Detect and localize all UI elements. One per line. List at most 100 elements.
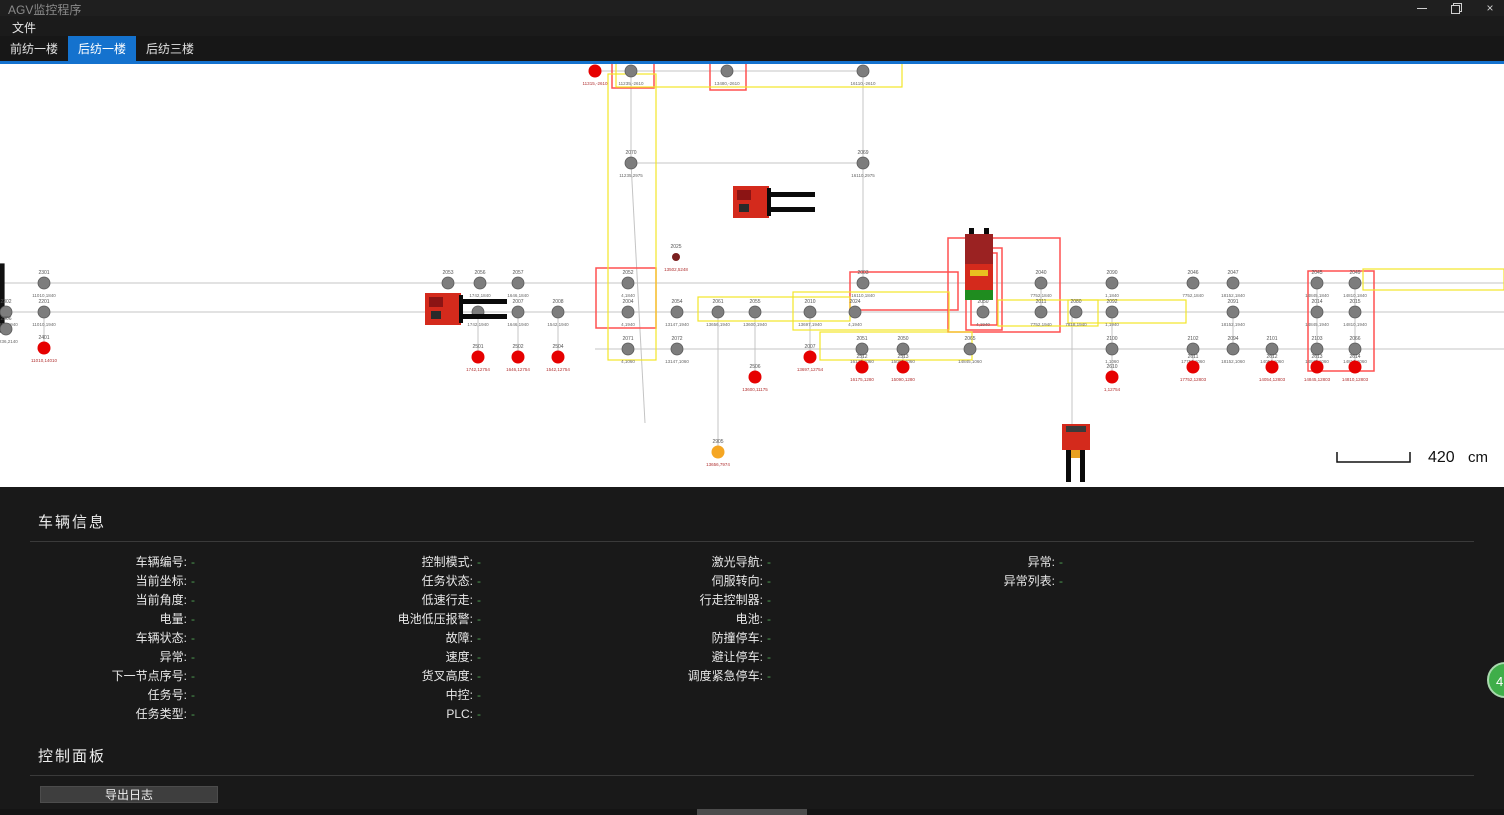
map-node-2069[interactable] bbox=[856, 156, 870, 170]
map-node-2401[interactable] bbox=[37, 341, 51, 355]
map-node-2065[interactable] bbox=[963, 342, 977, 356]
map-node-2101[interactable] bbox=[1265, 342, 1279, 356]
info-field: 故障: - bbox=[285, 629, 481, 648]
map-node-2506[interactable] bbox=[748, 370, 762, 384]
map-node-2054[interactable] bbox=[670, 305, 684, 319]
map-node-2302[interactable] bbox=[0, 305, 13, 319]
node-coord-label: 4,1940 bbox=[848, 322, 862, 327]
map-node-2040[interactable] bbox=[1034, 276, 1048, 290]
map-node-2201[interactable] bbox=[37, 305, 51, 319]
map-node-2003[interactable] bbox=[856, 276, 870, 290]
map-node-2610[interactable] bbox=[1105, 370, 1119, 384]
map-node-2070[interactable] bbox=[624, 156, 638, 170]
map-node-2010[interactable] bbox=[803, 305, 817, 319]
field-value: - bbox=[477, 555, 481, 569]
floor-tab-bar: 前纺一楼 后纺一楼 后纺三楼 bbox=[0, 36, 1504, 61]
export-log-button[interactable]: 导出日志 bbox=[40, 786, 218, 803]
map-node-2045[interactable] bbox=[1310, 276, 1324, 290]
map-node-2613[interactable] bbox=[1310, 360, 1324, 374]
map-node-2011[interactable] bbox=[1034, 305, 1048, 319]
map-node-2014[interactable] bbox=[1310, 305, 1324, 319]
field-value: - bbox=[191, 631, 195, 645]
close-button[interactable]: × bbox=[1486, 1, 1494, 15]
map-node-2056[interactable] bbox=[473, 276, 487, 290]
map-node-2004[interactable] bbox=[621, 305, 635, 319]
map-node-2080[interactable] bbox=[1069, 305, 1083, 319]
node-id-label: 2061 bbox=[712, 299, 723, 305]
node-coord-label: 7818,1940 bbox=[1065, 322, 1087, 327]
map-node-2007[interactable] bbox=[511, 305, 525, 319]
map-node-2094[interactable] bbox=[1226, 342, 1240, 356]
tab-floor-2[interactable]: 后纺一楼 bbox=[68, 36, 137, 61]
map-node-2052[interactable] bbox=[621, 276, 635, 290]
map-node-2050[interactable] bbox=[896, 342, 910, 356]
field-value: - bbox=[191, 593, 195, 607]
info-field: 防撞停车: - bbox=[575, 629, 771, 648]
node-id-label: 2003 bbox=[857, 270, 868, 276]
map-node-2502[interactable] bbox=[511, 350, 525, 364]
info-field: 行走控制器: - bbox=[575, 591, 771, 610]
map-node-2504[interactable] bbox=[551, 350, 565, 364]
agv-part bbox=[1080, 450, 1085, 482]
tab-floor-1[interactable]: 前纺一楼 bbox=[10, 42, 59, 56]
node-coord-label: 4,1940 bbox=[976, 322, 990, 327]
map-node-2046[interactable] bbox=[1186, 276, 1200, 290]
map-node-2008[interactable] bbox=[551, 305, 565, 319]
map-node-2090[interactable] bbox=[1105, 276, 1119, 290]
map-node-2024[interactable] bbox=[848, 305, 862, 319]
map-node-2611[interactable] bbox=[1186, 360, 1200, 374]
node-id-label: 2201 bbox=[38, 299, 49, 305]
restore-button[interactable] bbox=[1450, 2, 1462, 14]
agv-forklift-up[interactable] bbox=[965, 228, 993, 300]
map-node-2071[interactable] bbox=[621, 342, 635, 356]
map-node-2612[interactable] bbox=[1265, 360, 1279, 374]
map-node-2061[interactable] bbox=[711, 305, 725, 319]
map-node-2102[interactable] bbox=[1186, 342, 1200, 356]
map-node-2513[interactable] bbox=[896, 360, 910, 374]
tab-floor-3[interactable]: 后纺三楼 bbox=[146, 42, 195, 56]
map-node-2092[interactable] bbox=[1105, 305, 1119, 319]
map-node-2066[interactable] bbox=[1348, 342, 1362, 356]
yellow-zone-rect bbox=[792, 291, 950, 331]
node-id-label: 2056 bbox=[474, 270, 485, 276]
map-area[interactable]: 202911315,-2610203011235,-2610202613480,… bbox=[0, 58, 1504, 487]
node-id-label: 2011 bbox=[1036, 299, 1047, 305]
map-node-2501[interactable] bbox=[471, 350, 485, 364]
map-node-2050[interactable] bbox=[976, 305, 990, 319]
map-node-2007[interactable] bbox=[803, 350, 817, 364]
map-node-2028[interactable] bbox=[856, 64, 870, 78]
map-node-2049[interactable] bbox=[1348, 276, 1362, 290]
agv-forklift-right[interactable] bbox=[733, 186, 815, 218]
node-id-label: 2025 bbox=[670, 244, 681, 250]
menu-file[interactable]: 文件 bbox=[12, 21, 37, 35]
map-node-2025[interactable] bbox=[672, 253, 680, 261]
map-canvas[interactable]: 202911315,-2610203011235,-2610202613480,… bbox=[0, 58, 1504, 487]
minimize-button[interactable] bbox=[1416, 2, 1428, 14]
map-node-2030[interactable] bbox=[624, 64, 638, 78]
map-node-2057[interactable] bbox=[511, 276, 525, 290]
map-node-2053[interactable] bbox=[441, 276, 455, 290]
agv-forklift-down[interactable] bbox=[1062, 424, 1090, 482]
map-node-2055[interactable] bbox=[748, 305, 762, 319]
map-node-2047[interactable] bbox=[1226, 276, 1240, 290]
map-node-2614[interactable] bbox=[1348, 360, 1362, 374]
map-node-2072[interactable] bbox=[670, 342, 684, 356]
agv-forklift-right[interactable] bbox=[425, 293, 507, 325]
field-value: - bbox=[191, 612, 195, 626]
map-node-2029[interactable] bbox=[588, 64, 602, 78]
map-node-2051[interactable] bbox=[855, 342, 869, 356]
scrollbar-thumb[interactable] bbox=[697, 809, 807, 815]
yellow-zone-rect bbox=[1362, 268, 1504, 291]
map-node-2905[interactable] bbox=[711, 445, 725, 459]
map-node-2103[interactable] bbox=[1310, 342, 1324, 356]
map-node-2026[interactable] bbox=[720, 64, 734, 78]
map-node-2306[interactable] bbox=[0, 322, 13, 336]
field-value: - bbox=[1059, 574, 1063, 588]
map-node-2301[interactable] bbox=[37, 276, 51, 290]
map-node-2091[interactable] bbox=[1226, 305, 1240, 319]
node-coord-label: 4,1060 bbox=[621, 359, 635, 364]
map-node-2512[interactable] bbox=[855, 360, 869, 374]
field-value: - bbox=[767, 669, 771, 683]
map-node-2100[interactable] bbox=[1105, 342, 1119, 356]
map-node-2015[interactable] bbox=[1348, 305, 1362, 319]
